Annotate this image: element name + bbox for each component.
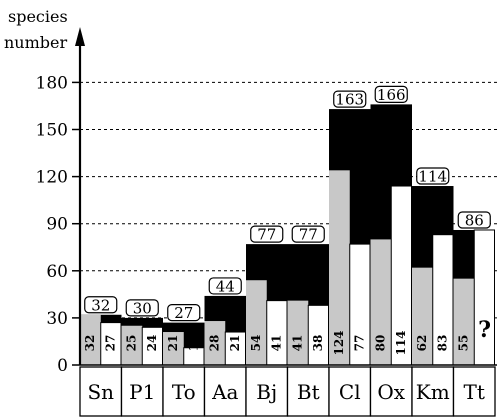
- first-bar-label-Aa: 28: [207, 335, 221, 352]
- second-bar-Tt: [473, 229, 495, 366]
- total-box-P1: [125, 299, 159, 317]
- category-cell-Cl: [328, 366, 372, 417]
- second-bar-label-Sn: 27: [104, 335, 118, 352]
- category-label-P1: P1: [129, 380, 155, 404]
- category-label-Aa: Aa: [211, 380, 238, 404]
- total-label-Bt: 77: [299, 226, 318, 244]
- y-tick-label-30: 30: [46, 309, 68, 329]
- total-label-To: 27: [174, 304, 193, 322]
- y-axis-label-line2: number: [4, 33, 67, 52]
- y-tick-label-0: 0: [57, 356, 68, 376]
- y-axis-arrow: [75, 27, 85, 46]
- total-box-To: [167, 304, 201, 322]
- category-label-Bj: Bj: [256, 380, 277, 404]
- y-tick-label-150: 150: [36, 121, 68, 141]
- category-cell-To: [162, 366, 206, 417]
- total-label-Km: 114: [418, 168, 447, 186]
- first-bar-Bt: [287, 300, 309, 365]
- total-box-Tt: [457, 211, 491, 229]
- category-label-Km: Km: [416, 380, 450, 404]
- total-label-P1: 30: [133, 299, 152, 317]
- first-bar-label-Ox: 80: [373, 335, 387, 352]
- first-bar-Km: [412, 267, 433, 365]
- first-bar-Ox: [370, 239, 392, 365]
- first-bar-label-P1: 25: [124, 335, 138, 352]
- category-cell-Aa: [203, 366, 247, 417]
- second-bar-label-Tt: ?: [478, 317, 491, 343]
- total-labels: 32 30 27 44 77 77 163 166 114 86: [84, 85, 491, 322]
- first-bar-label-Tt: 55: [456, 335, 470, 352]
- second-bar-label-Ox: 114: [394, 330, 408, 355]
- total-box-Ox: [374, 85, 408, 103]
- total-box-Bj: [250, 225, 284, 243]
- category-cell-Sn: [79, 366, 123, 417]
- second-bar-label-Km: 83: [436, 335, 450, 352]
- first-bar-label-Bt: 41: [290, 335, 304, 352]
- category-label-Cl: Cl: [339, 380, 361, 404]
- axes: [75, 27, 85, 365]
- y-tick-label-180: 180: [36, 73, 68, 93]
- first-bar-P1: [121, 325, 143, 365]
- first-bar-To: [163, 332, 184, 365]
- y-tick-label-90: 90: [46, 215, 68, 235]
- total-label-Sn: 32: [91, 296, 110, 314]
- category-label-Bt: Bt: [297, 380, 320, 404]
- y-axis-ticks: 0 30 60 90 120 150 180: [36, 73, 80, 376]
- total-box-Bt: [291, 225, 325, 243]
- total-label-Cl: 163: [335, 91, 364, 109]
- total-label-Tt: 86: [465, 211, 484, 229]
- y-axis-label-line1: species: [8, 7, 68, 26]
- category-label-row: Sn P1 To Aa Bj Bt Cl Ox Km Tt: [79, 366, 496, 417]
- total-box-Cl: [333, 90, 367, 108]
- category-cell-Bj: [245, 366, 289, 417]
- first-bar-label-To: 21: [166, 335, 180, 352]
- total-box-Km: [416, 167, 450, 185]
- first-bar-label-Sn: 32: [83, 335, 97, 352]
- bars-layer: 32 27 25 24 21 11 28 21 54 41 41 38 124 77 80 114 62 83 55…: [80, 104, 497, 366]
- category-cell-P1: [120, 366, 164, 417]
- first-bar-Aa: [204, 321, 226, 365]
- total-label-Aa: 44: [216, 277, 235, 295]
- total-label-Ox: 166: [377, 86, 406, 104]
- second-bar-label-Cl: 77: [353, 335, 367, 352]
- y-tick-label-60: 60: [46, 262, 68, 282]
- total-label-Bj: 77: [257, 226, 276, 244]
- category-cell-Km: [411, 366, 455, 417]
- first-bar-label-Bj: 54: [249, 335, 263, 352]
- second-bar-label-Bt: 38: [311, 335, 325, 352]
- category-cell-Tt: [452, 366, 496, 417]
- second-bar-label-Bj: 41: [270, 335, 284, 352]
- total-box-Aa: [208, 277, 242, 295]
- first-bar-label-Km: 62: [415, 335, 429, 352]
- second-bar-Bj: [266, 300, 288, 366]
- category-label-Ox: Ox: [377, 380, 405, 404]
- second-bar-label-P1: 24: [145, 335, 159, 352]
- first-bar-label-Cl: 124: [332, 330, 346, 355]
- second-bar-label-To: 11: [187, 335, 201, 352]
- total-box-Sn: [84, 296, 118, 314]
- category-label-To: To: [172, 380, 196, 404]
- first-bar-Tt: [453, 278, 475, 365]
- first-bar-Cl: [329, 170, 350, 365]
- first-bar-Bj: [246, 280, 267, 365]
- category-label-Tt: Tt: [464, 380, 485, 404]
- first-bar-Sn: [80, 314, 101, 365]
- second-bar-label-Aa: 21: [228, 335, 242, 352]
- y-tick-label-120: 120: [36, 168, 68, 188]
- category-label-Sn: Sn: [87, 380, 114, 404]
